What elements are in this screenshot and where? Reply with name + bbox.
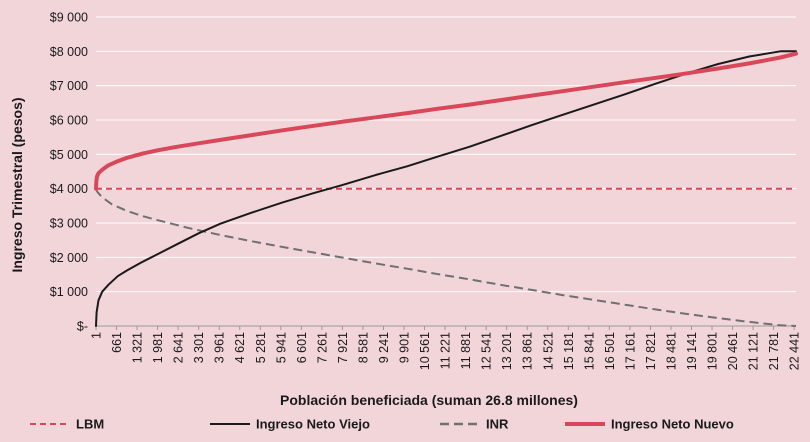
x-tick-label: 3 301 [192, 332, 206, 363]
x-tick-label: 6 601 [295, 332, 309, 363]
x-tick-label: 9 241 [377, 332, 391, 363]
y-tick-label: $7 000 [50, 79, 88, 93]
x-tick-label: 13 201 [500, 332, 514, 370]
x-tick-label: 8 581 [356, 332, 370, 363]
x-tick-label: 20 461 [726, 332, 740, 370]
legend-label: Ingreso Neto Nuevo [611, 417, 734, 432]
x-tick-label: 19 141 [685, 332, 699, 370]
y-tick-label: $1 000 [50, 285, 88, 299]
x-tick-label: 7 261 [315, 332, 329, 363]
x-tick-label: 15 181 [562, 332, 576, 370]
y-axis-title: Ingreso Trimestral (pesos) [9, 97, 25, 272]
x-tick-label: 4 621 [233, 332, 247, 363]
x-tick-label: 1 981 [151, 332, 165, 363]
x-tick-label: 15 841 [582, 332, 596, 370]
x-tick-label: 661 [110, 332, 124, 353]
series-line-ingreso-neto-viejo [95, 50, 797, 327]
series-line-inr [95, 188, 797, 327]
x-tick-label: 9 901 [398, 332, 412, 363]
y-tick-label: $2 000 [50, 251, 88, 265]
x-tick-label: 7 921 [336, 332, 350, 363]
y-tick-label: $8 000 [50, 45, 88, 59]
y-tick-label: $6 000 [50, 114, 88, 128]
x-axis-title: Población beneficiada (suman 26.8 millon… [280, 392, 578, 408]
x-tick-label: 21 121 [747, 332, 761, 370]
x-tick-label: 22 441 [788, 332, 802, 370]
x-tick-label: 11 881 [459, 332, 473, 369]
legend-label: LBM [76, 417, 104, 432]
series-lines [94, 50, 798, 327]
x-tick-label: 13 861 [521, 332, 535, 370]
y-tick-label: $- [77, 320, 88, 334]
x-tick-label: 21 781 [767, 332, 781, 370]
y-tick-label: $4 000 [50, 182, 88, 196]
x-tick-label: 17 821 [644, 332, 658, 370]
y-tick-label: $3 000 [50, 217, 88, 231]
x-tick-label: 16 501 [603, 332, 617, 370]
x-tick-label: 5 281 [254, 332, 268, 363]
y-tick-label: $5 000 [50, 148, 88, 162]
series-line-ingreso-neto-nuevo [94, 51, 798, 191]
x-tick-label: 1 [90, 332, 104, 339]
x-tick-label: 10 561 [418, 332, 432, 370]
legend-label: Ingreso Neto Viejo [256, 417, 370, 432]
axes: $- $1 000 $2 000 $3 000 $4 000 $5 000 $6 000 $7… [50, 11, 802, 371]
x-tick-label: 3 961 [213, 332, 227, 363]
legend: LBM Ingreso Neto Viejo INR Ingreso Neto Nue… [30, 417, 734, 432]
x-tick-label: 2 641 [172, 332, 186, 363]
x-tick-label: 14 521 [541, 332, 555, 370]
x-tick-label: 19 801 [706, 332, 720, 370]
x-tick-label: 12 541 [480, 332, 494, 370]
x-tick-label: 17 161 [623, 332, 637, 370]
x-tick-label: 5 941 [274, 332, 288, 363]
y-tick-label: $9 000 [50, 11, 88, 25]
x-tick-label: 18 481 [664, 332, 678, 370]
legend-label: INR [486, 417, 509, 432]
x-tick-label: 11 221 [439, 332, 453, 369]
x-tick-label: 1 321 [131, 332, 145, 363]
